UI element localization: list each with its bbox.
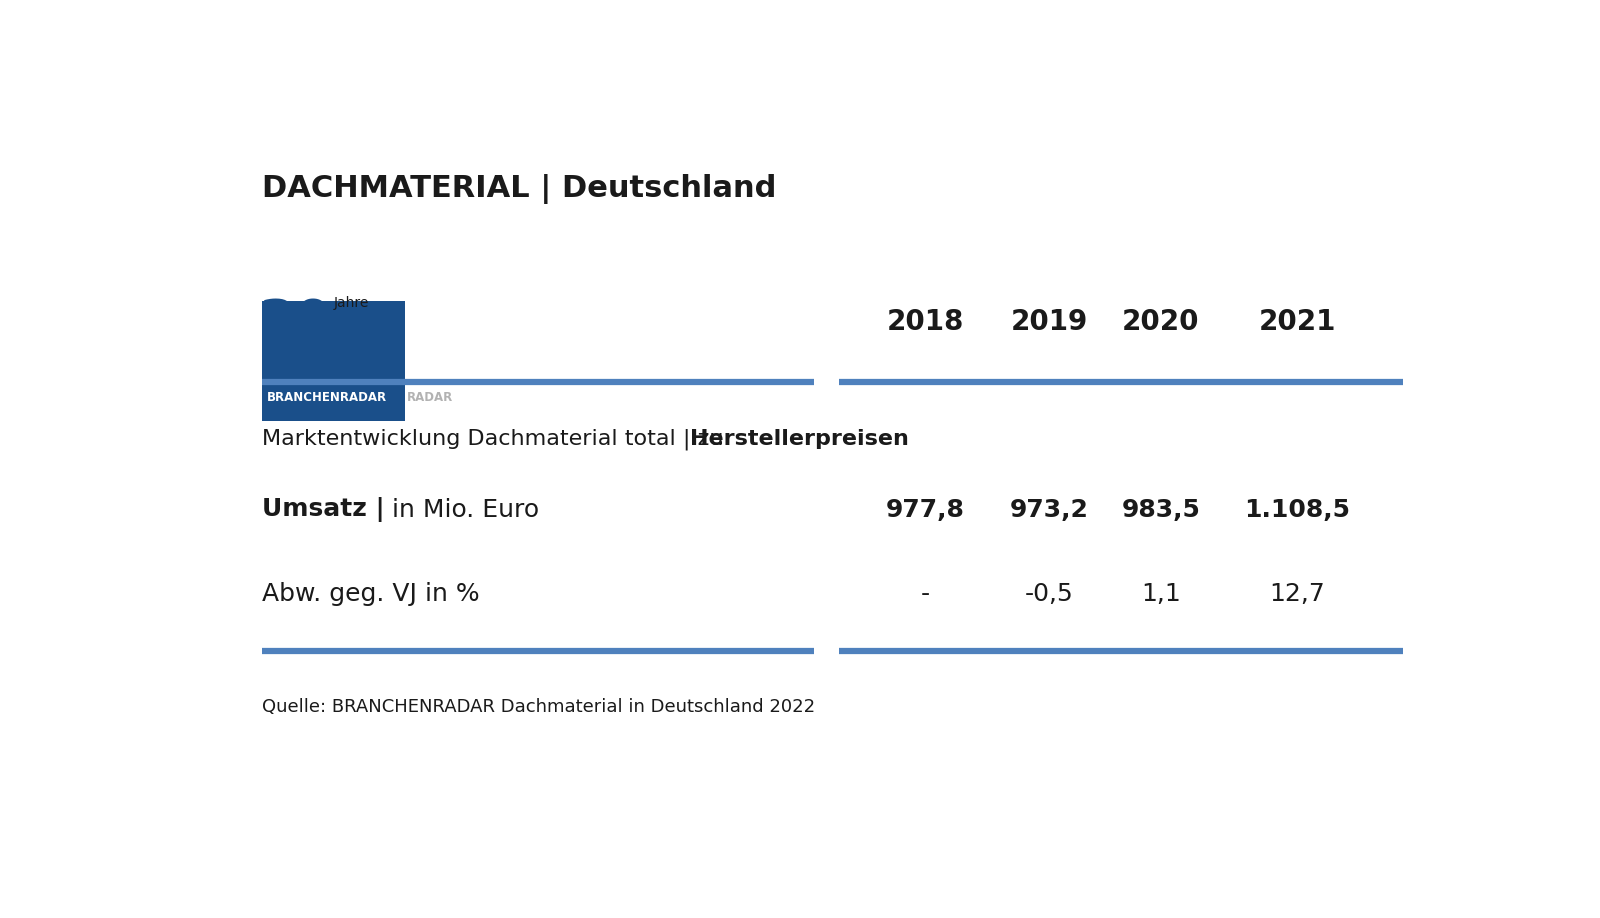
Text: RADAR: RADAR <box>406 390 453 404</box>
Text: DACHMATERIAL | Deutschland: DACHMATERIAL | Deutschland <box>262 174 776 204</box>
Text: in Mio. Euro: in Mio. Euro <box>384 498 539 521</box>
Text: 30: 30 <box>258 297 331 350</box>
Text: BRANCHENRADAR: BRANCHENRADAR <box>267 405 387 418</box>
Text: 2018: 2018 <box>886 308 965 336</box>
Text: -0,5: -0,5 <box>1026 582 1074 607</box>
Text: Quelle: BRANCHENRADAR Dachmaterial in Deutschland 2022: Quelle: BRANCHENRADAR Dachmaterial in De… <box>262 699 814 716</box>
Text: Herstellerpreisen: Herstellerpreisen <box>690 429 909 449</box>
Text: 12,7: 12,7 <box>1269 582 1325 607</box>
Text: Jahre: Jahre <box>334 297 370 310</box>
Text: BRANCHENRADAR: BRANCHENRADAR <box>267 390 387 404</box>
Text: Umsatz |: Umsatz | <box>262 497 384 522</box>
Text: -: - <box>922 582 930 607</box>
Text: 977,8: 977,8 <box>886 498 965 521</box>
Text: Abw. geg. VJ in %: Abw. geg. VJ in % <box>262 582 480 607</box>
Text: Marktentwicklung Dachmaterial total | zu: Marktentwicklung Dachmaterial total | zu <box>262 428 731 450</box>
FancyBboxPatch shape <box>262 301 405 421</box>
Text: 983,5: 983,5 <box>1122 498 1200 521</box>
Text: 2020: 2020 <box>1122 308 1200 336</box>
Text: 1,1: 1,1 <box>1141 582 1181 607</box>
Text: 973,2: 973,2 <box>1010 498 1090 521</box>
Text: 1.108,5: 1.108,5 <box>1245 498 1350 521</box>
Text: 2019: 2019 <box>1011 308 1088 336</box>
Text: 2021: 2021 <box>1259 308 1336 336</box>
